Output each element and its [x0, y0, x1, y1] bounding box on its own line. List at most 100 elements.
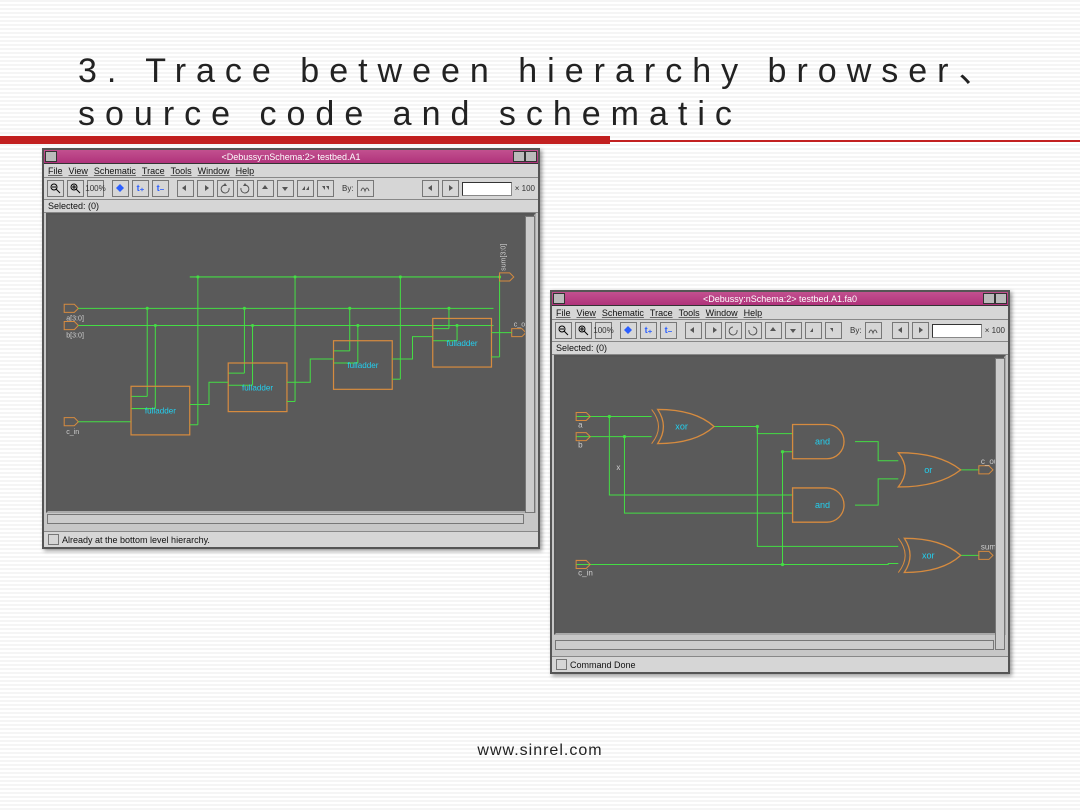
statusbar: Already at the bottom level hierarchy.	[44, 531, 538, 547]
schematic-svg: xorandandorxorabc_inc_outsumx	[556, 357, 1004, 633]
nav-up-button[interactable]	[765, 322, 782, 339]
lvl-down-button[interactable]	[317, 180, 334, 197]
svg-text:sum[3:0]: sum[3:0]	[500, 244, 508, 271]
svg-text:and: and	[815, 437, 830, 447]
selection-bar: Selected: (0)	[552, 342, 1008, 355]
marker-t2-button[interactable]: t₋	[152, 180, 169, 197]
nav-back-button[interactable]	[725, 322, 742, 339]
svg-text:xor: xor	[675, 422, 688, 432]
marker-t-button[interactable]: t₊	[640, 322, 657, 339]
scrollbar-vertical[interactable]	[525, 216, 535, 513]
menu-window[interactable]: Window	[198, 166, 230, 176]
zoom-100-button[interactable]: 100%	[595, 322, 612, 339]
status-text: Command Done	[570, 660, 636, 670]
title-line-2: source code and schematic	[78, 93, 1002, 136]
title-line-1: 3. Trace between hierarchy browser、	[78, 50, 1002, 93]
menu-help[interactable]: Help	[744, 308, 763, 318]
lvl-down-button[interactable]	[825, 322, 842, 339]
menu-schematic[interactable]: Schematic	[602, 308, 644, 318]
svg-text:fulladder: fulladder	[347, 361, 378, 370]
zoom-out-button[interactable]	[555, 322, 572, 339]
scrollbar-horizontal[interactable]	[47, 514, 524, 524]
scrollbar-vertical[interactable]	[995, 358, 1005, 650]
titlebar[interactable]: <Debussy:nSchema:2> testbed.A1.fa0	[552, 292, 1008, 306]
status-icon	[556, 659, 567, 670]
h-left-button[interactable]	[422, 180, 439, 197]
minimize-button[interactable]	[513, 151, 525, 162]
footer-url: www.sinrel.com	[0, 742, 1080, 760]
schematic-window-2: <Debussy:nSchema:2> testbed.A1.fa0 File …	[550, 290, 1010, 674]
svg-text:or: or	[924, 465, 932, 475]
schematic-canvas[interactable]: a[3:0]b[3:0]c_infulladderfulladderfullad…	[46, 213, 536, 513]
toolbar: 100% t₊ t₋ By: × 100	[552, 320, 1008, 342]
scrollbar-horizontal[interactable]	[555, 640, 994, 650]
svg-text:xor: xor	[922, 550, 935, 560]
svg-text:and: and	[815, 500, 830, 510]
toolbar: 100% t₊ t₋ By: × 100	[44, 178, 538, 200]
nav-undo-button[interactable]	[685, 322, 702, 339]
nav-redo-button[interactable]	[705, 322, 722, 339]
marker-down-button[interactable]	[112, 180, 129, 197]
menu-trace[interactable]: Trace	[142, 166, 165, 176]
menu-view[interactable]: View	[69, 166, 88, 176]
slide-title: 3. Trace between hierarchy browser、 sour…	[78, 50, 1002, 135]
minimize-button[interactable]	[983, 293, 995, 304]
lvl-up-button[interactable]	[297, 180, 314, 197]
svg-text:x: x	[616, 463, 620, 472]
svg-text:b: b	[578, 441, 583, 450]
zoom-input[interactable]	[462, 182, 512, 196]
nav-undo-button[interactable]	[177, 180, 194, 197]
schematic-window-1: <Debussy:nSchema:2> testbed.A1 File View…	[42, 148, 540, 549]
nav-down-button[interactable]	[277, 180, 294, 197]
schematic-canvas[interactable]: xorandandorxorabc_inc_outsumx	[554, 355, 1006, 635]
lvl-up-button[interactable]	[805, 322, 822, 339]
zoom-unit: × 100	[985, 326, 1005, 335]
menu-file[interactable]: File	[48, 166, 63, 176]
maximize-button[interactable]	[995, 293, 1007, 304]
marker-t2-button[interactable]: t₋	[660, 322, 677, 339]
status-text: Already at the bottom level hierarchy.	[62, 535, 210, 545]
titlebar[interactable]: <Debussy:nSchema:2> testbed.A1	[44, 150, 538, 164]
nav-redo-button[interactable]	[197, 180, 214, 197]
marker-t-button[interactable]: t₊	[132, 180, 149, 197]
system-menu-button[interactable]	[45, 151, 57, 162]
maximize-button[interactable]	[525, 151, 537, 162]
by-mode-button[interactable]	[865, 322, 882, 339]
system-menu-button[interactable]	[553, 293, 565, 304]
nav-back-button[interactable]	[217, 180, 234, 197]
h-right-button[interactable]	[442, 180, 459, 197]
nav-fwd-button[interactable]	[237, 180, 254, 197]
nav-down-button[interactable]	[785, 322, 802, 339]
status-icon	[48, 534, 59, 545]
by-label: By:	[342, 184, 354, 193]
h-right-button[interactable]	[912, 322, 929, 339]
nav-up-button[interactable]	[257, 180, 274, 197]
h-left-button[interactable]	[892, 322, 909, 339]
menu-file[interactable]: File	[556, 308, 571, 318]
menu-view[interactable]: View	[577, 308, 596, 318]
menu-trace[interactable]: Trace	[650, 308, 673, 318]
nav-fwd-button[interactable]	[745, 322, 762, 339]
selected-label: Selected: (0)	[556, 343, 607, 353]
menubar: File View Schematic Trace Tools Window H…	[552, 306, 1008, 320]
selection-bar: Selected: (0)	[44, 200, 538, 213]
window-title: <Debussy:nSchema:2> testbed.A1.fa0	[703, 294, 857, 304]
menu-window[interactable]: Window	[706, 308, 738, 318]
zoom-in-button[interactable]	[575, 322, 592, 339]
marker-down-button[interactable]	[620, 322, 637, 339]
menu-help[interactable]: Help	[236, 166, 255, 176]
schematic-svg: a[3:0]b[3:0]c_infulladderfulladderfullad…	[48, 215, 534, 511]
zoom-in-button[interactable]	[67, 180, 84, 197]
statusbar: Command Done	[552, 656, 1008, 672]
zoom-out-button[interactable]	[47, 180, 64, 197]
svg-text:c_in: c_in	[66, 428, 79, 436]
zoom-unit: × 100	[515, 184, 535, 193]
menu-tools[interactable]: Tools	[171, 166, 192, 176]
zoom-100-button[interactable]: 100%	[87, 180, 104, 197]
menu-tools[interactable]: Tools	[679, 308, 700, 318]
svg-text:fulladder: fulladder	[242, 383, 273, 392]
menubar: File View Schematic Trace Tools Window H…	[44, 164, 538, 178]
zoom-input[interactable]	[932, 324, 982, 338]
menu-schematic[interactable]: Schematic	[94, 166, 136, 176]
by-mode-button[interactable]	[357, 180, 374, 197]
